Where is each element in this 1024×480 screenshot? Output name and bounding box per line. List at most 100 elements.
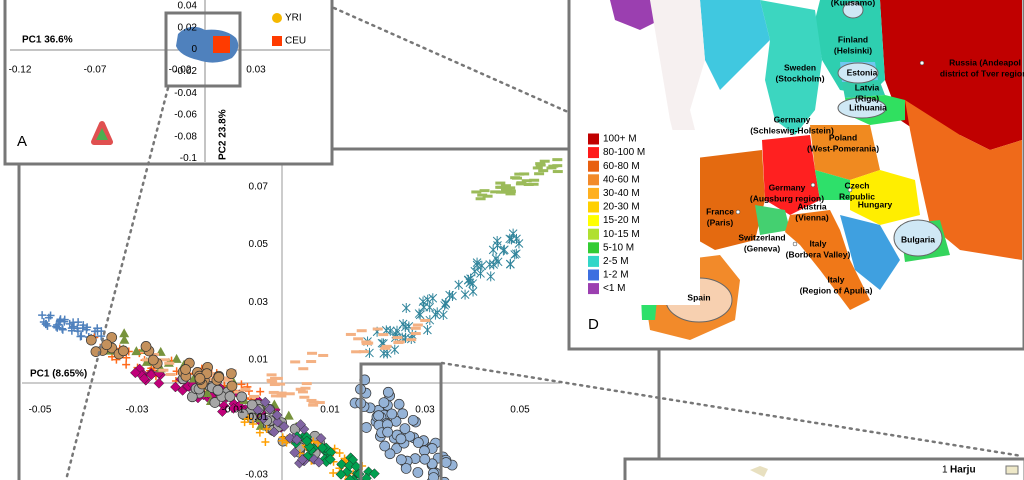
map-region xyxy=(850,170,920,225)
x-tick-label: -0.05 xyxy=(29,405,52,416)
point xyxy=(412,467,424,478)
legend-background xyxy=(582,130,700,305)
place-label: Finland xyxy=(838,34,868,44)
map-region xyxy=(762,135,820,215)
point xyxy=(269,383,280,387)
place-label: Germany xyxy=(774,114,811,124)
point xyxy=(300,386,311,390)
connector xyxy=(332,6,570,114)
place-label: district of Tver region) xyxy=(940,68,1024,78)
point xyxy=(255,420,266,430)
point xyxy=(472,259,482,270)
point xyxy=(412,323,423,327)
point xyxy=(382,386,394,398)
point xyxy=(329,468,338,477)
point xyxy=(379,440,391,452)
legend-swatch xyxy=(588,242,599,254)
point xyxy=(369,468,380,480)
place-label: (Schleswig-Holstein) xyxy=(750,125,834,135)
point xyxy=(272,416,283,428)
place-label: Spain xyxy=(687,292,710,302)
legend-label: 30-40 M xyxy=(603,188,640,199)
point xyxy=(261,437,270,446)
point xyxy=(130,367,141,379)
point xyxy=(511,248,521,259)
point xyxy=(165,372,176,376)
point xyxy=(140,341,152,352)
place-label: Czech xyxy=(844,180,869,190)
point xyxy=(314,401,325,405)
point xyxy=(308,454,320,465)
panel-b: PC1 (8.65%) -0.05 -0.03 -0.01 0.01 0.03 0.05 0.… xyxy=(22,158,563,480)
point xyxy=(476,268,485,279)
place-label: (Borbera Valley) xyxy=(786,249,851,259)
point xyxy=(159,358,170,362)
point xyxy=(412,437,424,448)
point xyxy=(308,403,319,407)
point xyxy=(283,410,294,420)
y-tick-label: -0.03 xyxy=(245,470,268,480)
y-tick-label: 0.05 xyxy=(249,239,269,250)
point xyxy=(240,387,251,391)
point xyxy=(264,403,276,415)
point xyxy=(315,432,327,444)
legend-swatch xyxy=(272,13,282,23)
place-label: Italy xyxy=(827,274,844,284)
point xyxy=(465,277,475,288)
point xyxy=(546,166,557,170)
point xyxy=(438,309,448,320)
point xyxy=(423,294,433,305)
legend-swatch xyxy=(588,269,599,281)
point xyxy=(209,397,221,408)
legend-swatch xyxy=(588,228,599,240)
map-region xyxy=(755,205,790,235)
point xyxy=(153,377,165,389)
legend-label: 2-5 M xyxy=(603,256,629,267)
legend-swatch xyxy=(588,174,599,186)
axis-title: PC1 (8.65%) xyxy=(30,369,87,380)
point xyxy=(237,380,246,389)
place-marker xyxy=(792,241,798,247)
panel-b-frame xyxy=(17,147,661,480)
legend-swatch xyxy=(588,201,599,213)
cluster xyxy=(176,26,239,63)
x-tick-label: -0.03 xyxy=(126,405,149,416)
point xyxy=(119,334,130,344)
legend-label: 15-20 M xyxy=(603,215,640,226)
place-label: Austria xyxy=(797,201,827,211)
place-label: (Paris) xyxy=(707,217,734,227)
panel-d: 100+ M 80-100 M 60-80 M 40-60 M 30-40 M 20-30… xyxy=(582,0,1024,340)
point xyxy=(141,358,152,362)
map-region xyxy=(815,170,850,200)
point xyxy=(299,395,310,399)
place-label: (Kuusamo) xyxy=(831,0,876,7)
point xyxy=(505,259,515,270)
point xyxy=(83,323,92,332)
place-label: (Augsburg region) xyxy=(750,193,824,203)
point xyxy=(500,184,511,188)
point xyxy=(259,396,271,408)
point xyxy=(295,419,306,430)
point xyxy=(512,233,521,244)
point xyxy=(291,434,303,446)
point xyxy=(289,447,301,458)
point xyxy=(381,344,392,348)
point xyxy=(313,456,325,468)
legend-swatch xyxy=(1005,465,1019,475)
point xyxy=(119,328,130,338)
point xyxy=(65,319,74,328)
point xyxy=(505,233,515,244)
point xyxy=(138,373,150,385)
panel-a-frame xyxy=(3,0,334,166)
legend-label: YRI xyxy=(285,13,302,24)
legend-number: 1 xyxy=(942,465,948,476)
point xyxy=(523,183,534,187)
point xyxy=(356,329,367,333)
point xyxy=(284,392,295,396)
point xyxy=(275,382,286,386)
point xyxy=(335,469,347,480)
point xyxy=(180,364,191,375)
point xyxy=(306,398,317,402)
point xyxy=(60,315,69,324)
y-tick-label: -0.08 xyxy=(174,131,197,142)
